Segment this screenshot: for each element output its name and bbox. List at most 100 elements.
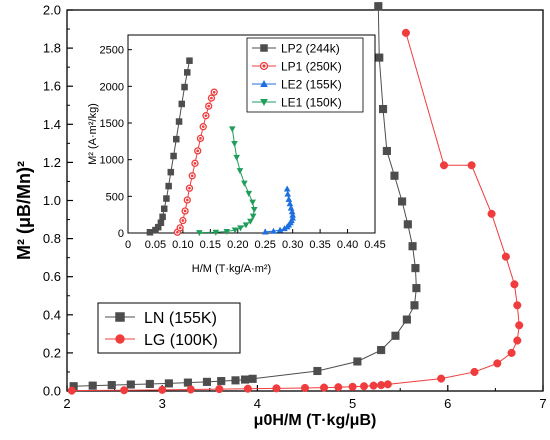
inset-series-0	[146, 57, 193, 236]
inset-data-point-1-core	[210, 96, 213, 100]
inset-data-point-2	[288, 208, 296, 215]
main-data-point-0	[412, 284, 421, 293]
main-data-point-1	[334, 383, 343, 392]
main-data-point-0	[353, 357, 362, 366]
inset-series-line-3	[199, 128, 255, 234]
main-data-point-1	[272, 384, 281, 393]
inset-data-point-1-core	[193, 161, 197, 165]
main-data-point-1	[377, 381, 386, 390]
main-data-point-0	[231, 376, 240, 385]
inset-data-point-1-core	[183, 209, 187, 213]
inset-x-tick-label: 0.30	[282, 239, 303, 251]
inset-data-point-2	[261, 228, 269, 235]
main-data-point-1	[470, 367, 479, 377]
inset-data-point-2	[270, 227, 277, 234]
main-y-axis-title: M² (μB/Mn)²	[14, 161, 34, 260]
main-chart: 2 3 4 5 6 7 0.0 0.2 0.4 0.6 0.8 1.0 1.2 1.4 1.6 1.8 2.0 μ…	[14, 2, 547, 429]
inset-y-tick-label: 1500	[100, 118, 124, 130]
inset-data-point-1-core	[196, 149, 200, 153]
main-data-point-0	[408, 242, 417, 251]
main-data-point-0	[183, 378, 192, 387]
main-data-point-0	[411, 264, 420, 273]
inset-data-point-0	[175, 118, 183, 125]
inset-x-tick-label: 0.45	[364, 239, 385, 251]
main-data-point-1	[359, 382, 369, 391]
inset-data-point-0	[167, 168, 175, 176]
inset-data-point-3	[212, 229, 220, 236]
inset-legend-marker	[260, 44, 268, 52]
inset-legend-entry-2: LE2 (155K)	[252, 78, 342, 92]
inset-y-tick-label: 2500	[100, 45, 124, 57]
main-data-point-0	[391, 331, 400, 340]
inset-legend-entry-1: LP1 (250K)	[252, 60, 342, 74]
main-y-tick-label: 1.4	[43, 117, 61, 132]
main-data-point-1	[300, 383, 310, 393]
inset-data-point-3	[249, 213, 257, 220]
main-data-point-0	[410, 301, 419, 310]
main-data-point-1	[243, 384, 252, 393]
main-y-tick-label: 0.6	[43, 269, 61, 284]
main-data-point-0	[377, 345, 386, 355]
inset-data-point-3	[245, 190, 253, 197]
inset-data-point-2	[287, 204, 295, 211]
main-data-point-0	[398, 197, 407, 206]
inset-data-point-1-core	[199, 137, 202, 140]
main-y-tick-label: 0.0	[43, 384, 61, 399]
main-x-tick-label: 3	[159, 396, 166, 411]
main-y-tick-label: 1.0	[43, 193, 61, 208]
inset-data-point-0	[186, 57, 193, 64]
main-legend	[97, 302, 241, 354]
main-data-point-1	[319, 383, 329, 392]
main-legend-marker	[115, 312, 125, 322]
inset-x-tick-label: 0	[125, 239, 131, 251]
main-data-point-1	[120, 386, 129, 395]
inset-chart: 0 0.05 0.10 0.15 0.20 0.25 0.30 0.35 0.40 0.45 0 50…	[87, 34, 386, 275]
inset-legend-label: LP1 (250K)	[281, 60, 342, 74]
main-data-point-1	[513, 301, 522, 310]
main-data-point-1	[158, 385, 167, 394]
main-data-point-1	[348, 382, 357, 391]
main-data-point-1	[515, 321, 524, 330]
main-data-point-0	[379, 105, 388, 114]
main-data-point-0	[374, 2, 383, 11]
inset-data-point-1-core	[204, 114, 208, 118]
main-data-point-0	[382, 146, 391, 156]
main-data-point-1	[487, 209, 496, 218]
inset-data-point-2	[283, 185, 291, 192]
inset-data-point-3	[233, 154, 240, 161]
inset-data-point-0	[173, 135, 180, 143]
inset-legend-label: LE2 (155K)	[281, 78, 342, 92]
main-legend-label: LG (100K)	[144, 332, 218, 349]
main-data-point-0	[126, 380, 135, 389]
inset-series-3	[196, 126, 258, 237]
main-y-tick-label: 1.6	[43, 79, 61, 94]
inset-data-point-1-core	[207, 104, 211, 108]
main-legend-marker	[115, 334, 125, 344]
inset-data-point-0	[159, 213, 166, 221]
inset-data-point-0	[165, 182, 172, 190]
inset-x-tick-label: 0.10	[172, 239, 193, 251]
main-y-tick-label: 1.8	[43, 41, 61, 56]
inset-x-tick-label: 0.25	[255, 239, 276, 251]
main-data-point-1	[493, 359, 502, 368]
inset-data-point-3	[231, 227, 239, 234]
main-series-0	[69, 2, 421, 391]
inset-x-axis-title: H/M (T·kg/A·m²)	[192, 263, 271, 275]
main-data-point-1	[510, 280, 519, 289]
main-data-point-0	[107, 381, 116, 390]
inset-x-tick-label: 0.05	[145, 239, 166, 251]
main-data-point-0	[248, 374, 257, 383]
main-data-point-0	[88, 381, 97, 390]
inset-y-axis-title: M² (A·m²/kg)	[87, 103, 99, 165]
inset-data-point-3	[228, 126, 236, 133]
main-data-point-1	[439, 161, 449, 170]
inset-legend-label: LP2 (244k)	[281, 42, 340, 56]
main-data-point-1	[383, 380, 392, 389]
inset-data-point-1-core	[201, 125, 205, 129]
inset-data-point-3	[250, 206, 258, 213]
main-data-point-0	[403, 220, 412, 229]
main-y-tick-label: 0.2	[43, 345, 61, 360]
main-y-tick-label: 0.4	[43, 307, 61, 322]
inset-legend-entry-0: LP2 (244k)	[252, 42, 340, 56]
main-data-point-1	[437, 374, 446, 383]
